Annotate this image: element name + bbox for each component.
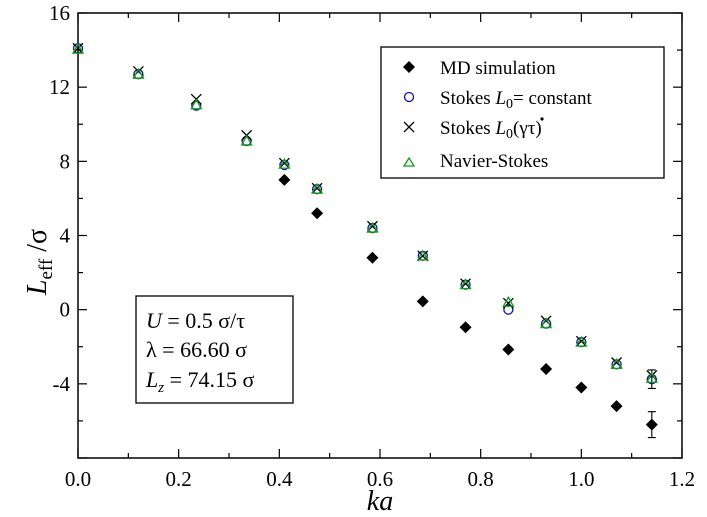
gamma-dot [540,117,544,121]
data-point-series-3 [278,157,291,169]
legend-marker-stokes-gamma [403,121,415,133]
data-point-series-0 [610,400,623,413]
y-tick-label: 4 [60,224,71,248]
data-point-series-3 [190,98,203,110]
legend-marker-stokes-const [403,91,415,103]
data-point-series-0 [502,343,515,356]
data-point-series-3 [132,67,145,79]
axis-ticks [77,12,683,459]
data-point-series-2 [311,182,323,194]
legend-marker-md [403,61,415,73]
y-axis-title-main: L [22,280,53,297]
data-marks [71,42,658,439]
x-tick-label: 0.8 [468,467,494,491]
parameter-velocity: U = 0.5 σ/τ [146,308,245,333]
x-tick-label: 0.2 [166,467,192,491]
data-point-series-3 [366,221,379,233]
data-point-series-3 [502,295,515,307]
data-point-series-2 [278,157,290,169]
data-point-series-3 [310,182,324,194]
y-axis-title: Leff /σ [22,229,57,296]
x-tick-label: 0.0 [65,467,91,491]
parameter-box: U = 0.5 σ/τ λ = 66.60 σ Lz = 74.15 σ [135,295,294,404]
data-point-series-3 [416,249,429,261]
y-tick-label: 0 [60,298,71,322]
y-axis-title-tail: /σ [22,229,53,259]
data-point-series-0 [645,418,658,431]
data-point-series-1 [191,100,202,111]
data-point-series-0 [278,173,291,186]
x-tick-label: 0.6 [367,467,393,491]
data-point-series-0 [416,295,429,308]
tick-labels: 0.0 0.2 0.4 0.6 0.8 1.0 1.2 16 12 8 4 0 -4 [49,1,695,491]
data-point-series-1 [503,304,514,315]
data-point-series-2 [417,250,429,262]
legend-label-stokes-const: Stokes L0= constant [440,88,593,112]
data-point-series-3 [610,358,623,370]
data-point-series-2 [72,42,84,54]
data-point-series-3 [645,371,658,383]
y-tick-label: 16 [49,1,70,25]
data-point-series-3 [459,278,472,290]
data-point-series-3 [240,134,253,146]
legend-label-navier: Navier-Stokes [440,151,548,172]
data-point-series-1 [279,159,290,171]
data-point-series-2 [460,278,472,290]
x-axis-title: ka [367,486,393,517]
data-point-series-0 [311,207,324,220]
legend-marker-navier [402,156,416,167]
x-tick-label: 1.0 [568,467,594,491]
data-point-series-0 [366,251,379,264]
legend: MD simulation Stokes L0= constant Stokes… [380,46,665,179]
data-point-series-3 [575,335,588,347]
parameter-box-frame [135,295,294,404]
legend-box [380,46,665,179]
y-tick-label: 8 [60,149,71,173]
parameter-lz: Lz = 74.15 σ [145,367,255,396]
data-point-series-3 [539,317,553,329]
x-tick-label: 1.2 [669,467,695,491]
y-tick-label: -4 [53,372,71,396]
data-point-series-0 [575,381,588,394]
y-axis-title-sub: eff [36,258,57,279]
data-point-series-3 [71,42,85,54]
y-tick-label: 12 [49,75,70,99]
data-point-series-0 [459,321,472,334]
x-tick-label: 0.4 [266,467,293,491]
data-point-series-0 [540,363,553,375]
legend-label-stokes-gamma: Stokes L0(γτ) [440,118,542,142]
legend-label-md: MD simulation [440,58,556,79]
parameter-wavelength: λ = 66.60 σ [146,337,247,362]
data-point-series-2 [575,335,587,347]
